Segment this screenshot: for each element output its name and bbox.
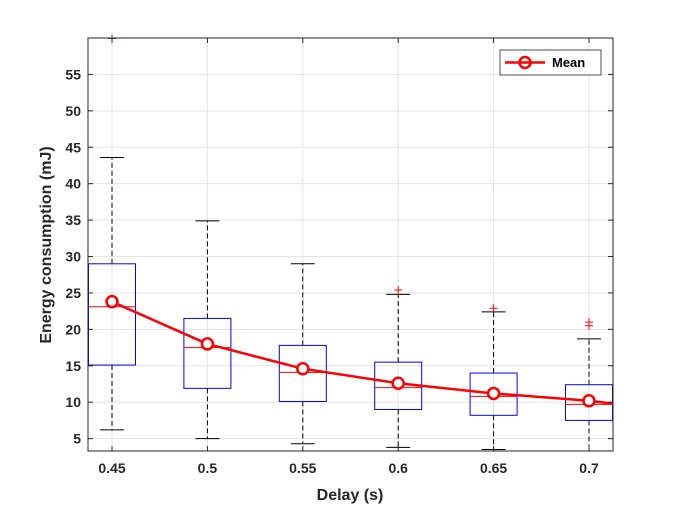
- y-tick-label: 55: [65, 66, 81, 82]
- plot-frame: [87, 37, 614, 452]
- plot-background: [88, 38, 613, 451]
- legend: Mean: [499, 49, 602, 76]
- axis-ticks: 5 10 15 20 25 30 35 40 45 50 55 0.45 0.5 0.55 0.6 0.65 0…: [65, 38, 613, 476]
- y-tick-label: 40: [65, 176, 81, 192]
- x-tick-label: 0.65: [480, 460, 507, 476]
- mean-point: [486, 386, 501, 401]
- x-tick-label: 0.7: [579, 460, 599, 476]
- x-tick-label: 0.55: [289, 460, 316, 476]
- mean-point: [296, 361, 310, 376]
- y-tick-label: 25: [65, 285, 81, 301]
- mean-point: [200, 337, 215, 351]
- mean-point: [391, 376, 405, 391]
- y-tick-label: 5: [73, 431, 81, 447]
- y-tick-label: 15: [65, 358, 81, 374]
- box-iqr: [183, 317, 232, 389]
- mean-series: [105, 294, 614, 408]
- y-axis-title: Energy consumption (mJ): [38, 146, 55, 343]
- y-tick-label: 20: [65, 321, 81, 337]
- x-tick-label: 0.45: [98, 460, 125, 476]
- mean-point: [582, 393, 596, 408]
- x-tick-label: 0.6: [388, 460, 408, 476]
- y-tick-label: 45: [65, 139, 81, 155]
- y-tick-label: 30: [65, 249, 81, 265]
- y-tick-label: 50: [65, 103, 81, 119]
- legend-label-mean: Mean: [552, 55, 585, 70]
- y-tick-label: 10: [65, 394, 81, 410]
- x-tick-label: 0.5: [198, 460, 218, 476]
- legend-marker: [518, 55, 532, 70]
- x-axis-title: Delay (s): [317, 487, 384, 504]
- mean-point: [105, 294, 119, 309]
- y-tick-label: 35: [65, 212, 81, 228]
